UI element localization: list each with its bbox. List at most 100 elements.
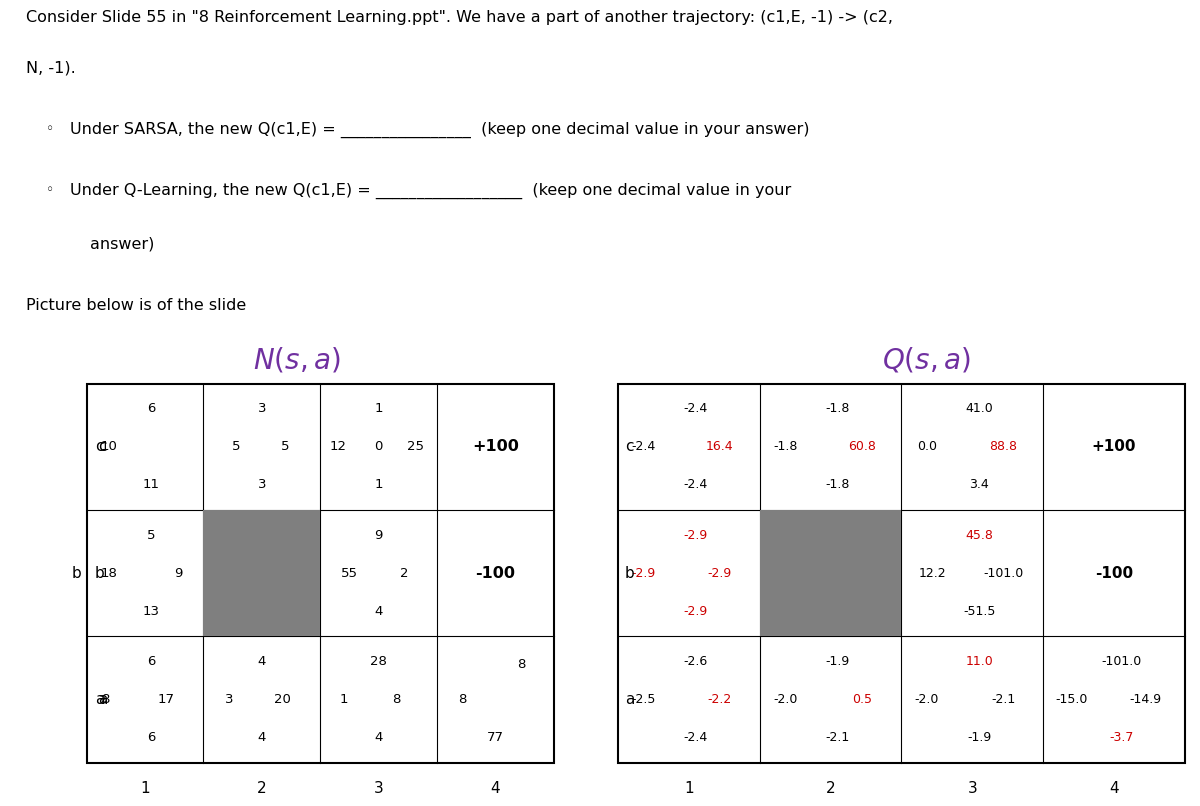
Text: 2: 2 (400, 567, 408, 580)
Text: b: b (625, 566, 635, 581)
Text: 1: 1 (374, 478, 383, 492)
Text: c: c (97, 439, 107, 455)
Text: 12: 12 (329, 440, 347, 453)
Text: 10: 10 (101, 440, 118, 453)
Text: -1.8: -1.8 (826, 478, 850, 492)
Text: Under SARSA, the new Q(c1,E) = ________________  (keep one decimal value in your: Under SARSA, the new Q(c1,E) = _________… (70, 122, 809, 138)
Text: 6: 6 (146, 402, 155, 415)
Text: -51.5: -51.5 (964, 604, 996, 617)
Text: 8: 8 (392, 693, 401, 706)
Text: 55: 55 (341, 567, 358, 580)
Text: 8: 8 (458, 693, 467, 706)
Text: $N(s, a)$: $N(s, a)$ (253, 345, 341, 374)
Text: 9: 9 (374, 529, 383, 542)
Text: -14.9: -14.9 (1129, 693, 1162, 706)
Text: 12.2: 12.2 (919, 567, 947, 580)
Text: -2.9: -2.9 (631, 567, 655, 580)
Text: 8: 8 (517, 658, 526, 671)
Text: -1.8: -1.8 (773, 440, 797, 453)
Text: -3.7: -3.7 (1109, 731, 1133, 744)
Text: 3: 3 (258, 402, 266, 415)
Text: -2.4: -2.4 (684, 402, 708, 415)
Text: 4: 4 (374, 731, 383, 744)
Text: 3: 3 (967, 781, 977, 796)
Bar (760, 510, 901, 637)
Text: 2: 2 (826, 781, 835, 796)
Text: 11.0: 11.0 (966, 655, 994, 668)
Text: b: b (95, 566, 104, 581)
Text: a: a (625, 692, 635, 707)
Text: 3: 3 (224, 693, 234, 706)
Text: -1.8: -1.8 (826, 402, 850, 415)
Text: 17: 17 (157, 693, 175, 706)
Text: 3: 3 (373, 781, 384, 796)
Text: -2.4: -2.4 (631, 440, 655, 453)
Text: 4: 4 (258, 731, 266, 744)
Text: -2.9: -2.9 (708, 567, 732, 580)
Text: 88.8: 88.8 (990, 440, 1018, 453)
Text: -2.1: -2.1 (826, 731, 850, 744)
Text: answer): answer) (90, 237, 155, 252)
Text: -2.1: -2.1 (991, 693, 1015, 706)
Text: 20: 20 (275, 693, 292, 706)
Text: a: a (95, 692, 104, 707)
Text: 11: 11 (143, 478, 160, 492)
Text: Consider Slide 55 in "8 Reinforcement Learning.ppt". We have a part of another t: Consider Slide 55 in "8 Reinforcement Le… (26, 10, 893, 25)
Text: -1.9: -1.9 (967, 731, 991, 744)
Text: 3.4: 3.4 (970, 478, 989, 492)
Text: -2.0: -2.0 (773, 693, 797, 706)
Text: 0.5: 0.5 (852, 693, 871, 706)
Text: 4: 4 (1109, 781, 1118, 796)
Text: -2.0: -2.0 (914, 693, 940, 706)
Text: 60.8: 60.8 (847, 440, 876, 453)
Bar (86, 384, 553, 762)
Text: -15.0: -15.0 (1055, 693, 1087, 706)
Text: -2.5: -2.5 (631, 693, 655, 706)
Text: -2.4: -2.4 (684, 731, 708, 744)
Text: b: b (72, 566, 82, 581)
Text: 1: 1 (340, 693, 348, 706)
Text: 6: 6 (146, 655, 155, 668)
Text: 1: 1 (374, 402, 383, 415)
Text: 0.0: 0.0 (917, 440, 937, 453)
Text: -2.4: -2.4 (684, 478, 708, 492)
Text: 5: 5 (232, 440, 240, 453)
Text: -101.0: -101.0 (983, 567, 1024, 580)
Text: $Q(s, a)$: $Q(s, a)$ (882, 345, 971, 374)
Text: c: c (625, 439, 634, 455)
Text: -101.0: -101.0 (1102, 655, 1141, 668)
Text: 77: 77 (487, 731, 504, 744)
Text: 6: 6 (146, 731, 155, 744)
Text: 4: 4 (258, 655, 266, 668)
Text: 41.0: 41.0 (966, 402, 994, 415)
Text: 4: 4 (374, 604, 383, 617)
Text: ◦: ◦ (46, 183, 54, 197)
Text: 0: 0 (374, 440, 383, 453)
Text: +100: +100 (1092, 439, 1136, 455)
Text: -2.6: -2.6 (684, 655, 708, 668)
Text: 5: 5 (281, 440, 289, 453)
Text: 5: 5 (146, 529, 155, 542)
Text: ◦: ◦ (46, 122, 54, 136)
Text: -2.9: -2.9 (684, 529, 708, 542)
Text: 25: 25 (408, 440, 425, 453)
Text: 2: 2 (257, 781, 266, 796)
Bar (618, 384, 1186, 762)
Text: 4: 4 (491, 781, 500, 796)
Text: 8: 8 (101, 693, 109, 706)
Text: 16.4: 16.4 (706, 440, 733, 453)
Text: -100: -100 (1096, 566, 1133, 581)
Text: 9: 9 (174, 567, 182, 580)
Text: 28: 28 (370, 655, 386, 668)
Text: 1: 1 (684, 781, 694, 796)
Text: c: c (95, 439, 103, 455)
Text: Under Q-Learning, the new Q(c1,E) = __________________  (keep one decimal value : Under Q-Learning, the new Q(c1,E) = ____… (70, 183, 791, 199)
Text: 45.8: 45.8 (966, 529, 994, 542)
Text: 1: 1 (140, 781, 150, 796)
Bar (204, 510, 320, 637)
Text: -2.9: -2.9 (684, 604, 708, 617)
Text: Picture below is of the slide: Picture below is of the slide (26, 298, 247, 313)
Text: -2.2: -2.2 (708, 693, 732, 706)
Text: -100: -100 (475, 566, 515, 581)
Text: 13: 13 (143, 604, 160, 617)
